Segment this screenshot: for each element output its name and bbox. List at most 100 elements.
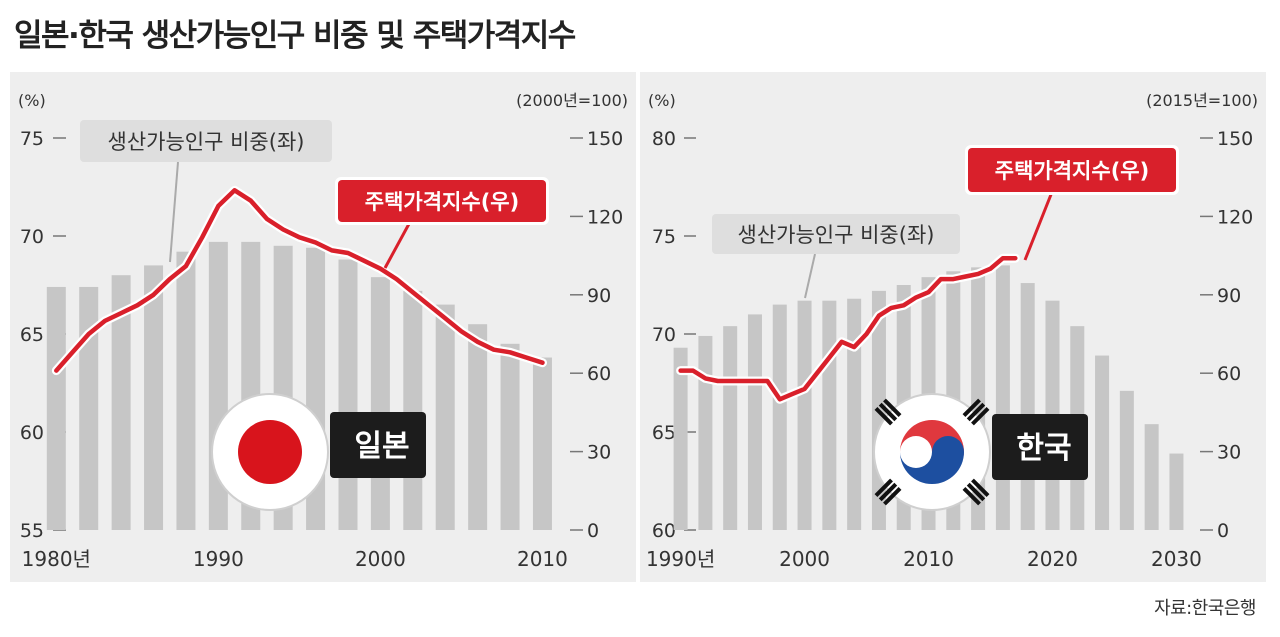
x-tick-label: 2020 (1027, 547, 1078, 571)
left-axis-unit: (%) (18, 91, 46, 110)
korea-flag-trigram (962, 478, 990, 506)
right-tick-label: 30 (1217, 442, 1241, 464)
source-note: 자료:한국은행 (1154, 598, 1256, 619)
right-tick-label: 120 (587, 206, 623, 228)
population-bar (995, 265, 1010, 530)
korea-chart-svg: (%) (2015년=100) 80 75 70 65 60 150 120 90 60 30 0 199… (646, 91, 1258, 571)
population-bar (403, 290, 423, 530)
country-tag-box (992, 414, 1088, 480)
country-tag-box (330, 412, 426, 478)
population-bar (532, 357, 552, 530)
right-tick-label: 150 (587, 128, 623, 150)
x-tick-label: 2010 (517, 547, 568, 571)
population-bar (435, 304, 455, 530)
left-tick-label: 70 (652, 324, 676, 346)
population-bar (468, 324, 488, 530)
population-bar (847, 298, 862, 530)
price-label-leader (1023, 191, 1054, 261)
trigram-bar (971, 478, 990, 497)
x-tick-label: 1990 (193, 547, 244, 571)
left-tick-label: 60 (652, 520, 676, 542)
x-tick-label: 1990년 (646, 547, 715, 571)
left-tick-label: 55 (20, 520, 44, 542)
population-label-box (80, 120, 332, 162)
right-tick-label: 150 (1217, 128, 1253, 150)
korea-flag-trigram (874, 478, 902, 506)
x-tick-label: 2000 (355, 547, 406, 571)
population-bar (723, 326, 738, 530)
right-axis-unit: (2000년=100) (516, 91, 628, 110)
trigram-bar (966, 482, 986, 502)
trigram-bar (971, 407, 990, 426)
left-axis-unit: (%) (648, 91, 676, 110)
japan-chart-svg: (%) (2000년=100) 75 70 65 60 55 150 120 90 60 30 0 198… (18, 91, 628, 571)
population-bar (822, 300, 837, 530)
price-label-leader (383, 221, 412, 269)
population-series-label: 생산가능인구 비중(좌) (108, 130, 305, 154)
price-label-box (338, 180, 546, 222)
population-bar (747, 314, 762, 530)
korea-chart-panel: (%) (2015년=100) 80 75 70 65 60 150 120 90 60 30 0 199… (640, 72, 1266, 582)
left-tick-label: 80 (652, 128, 676, 150)
right-tick-label: 90 (1217, 285, 1241, 307)
population-bar (1095, 355, 1110, 530)
population-bar (797, 300, 812, 530)
x-tick-label: 2010 (903, 547, 954, 571)
population-bar (1020, 283, 1035, 530)
left-tick-label: 65 (652, 422, 676, 444)
house-price-line (54, 188, 545, 373)
population-bar (698, 335, 713, 530)
population-bar (673, 347, 688, 530)
right-tick-label: 120 (1217, 206, 1253, 228)
population-bar (144, 265, 164, 530)
left-tick-label: 75 (652, 226, 676, 248)
population-bar (772, 304, 787, 530)
trigram-bar (874, 407, 893, 426)
population-bar (111, 275, 131, 530)
right-tick-label: 30 (587, 442, 611, 464)
trigram-bar (966, 402, 986, 422)
country-name-label: 한국 (1016, 431, 1071, 466)
right-tick-label: 0 (587, 520, 599, 542)
population-bar (1119, 390, 1134, 530)
population-bar (500, 343, 520, 530)
right-axis-unit: (2015년=100) (1146, 91, 1258, 110)
population-bar (338, 259, 358, 530)
population-series-label: 생산가능인구 비중(좌) (738, 223, 935, 247)
korea-flag-trigram (962, 398, 990, 426)
left-tick-label: 70 (20, 226, 44, 248)
population-label-leader (169, 161, 179, 263)
population-bar (1169, 453, 1184, 530)
trigram-bar (962, 398, 981, 417)
population-label-leader (804, 253, 816, 299)
korea-flag-trigram (874, 398, 902, 426)
population-bar (370, 277, 390, 530)
trigram-bar (883, 398, 902, 417)
population-bar (46, 286, 66, 530)
x-tick-label: 2030 (1151, 547, 1202, 571)
x-tick-label: 1980년 (22, 547, 91, 571)
right-tick-label: 0 (1217, 520, 1229, 542)
right-tick-label: 90 (587, 285, 611, 307)
trigram-bar (874, 478, 893, 497)
house-price-line (678, 255, 1018, 402)
left-tick-label: 60 (20, 422, 44, 444)
right-tick-label: 60 (587, 363, 611, 385)
price-label-box (968, 148, 1176, 192)
chart-main-title: 일본·한국 생산가능인구 비중 및 주택가격지수 (14, 18, 576, 54)
trigram-bar (878, 482, 898, 502)
right-tick-label: 60 (1217, 363, 1241, 385)
trigram-bar (883, 487, 902, 506)
left-tick-label: 75 (20, 128, 44, 150)
x-tick-label: 2000 (779, 547, 830, 571)
price-series-label: 주택가격지수(우) (995, 159, 1149, 183)
population-label-box (712, 214, 960, 254)
korea-flag-taegeuk-blue (900, 436, 964, 484)
trigram-bar (878, 402, 898, 422)
trigram-bar (962, 487, 981, 506)
japan-flag-icon (238, 420, 302, 484)
country-name-label: 일본 (354, 429, 409, 464)
japan-chart-panel: (%) (2000년=100) 75 70 65 60 55 150 120 90 60 30 0 198… (10, 72, 636, 582)
population-bar (79, 286, 99, 530)
price-series-label: 주택가격지수(우) (365, 190, 519, 214)
